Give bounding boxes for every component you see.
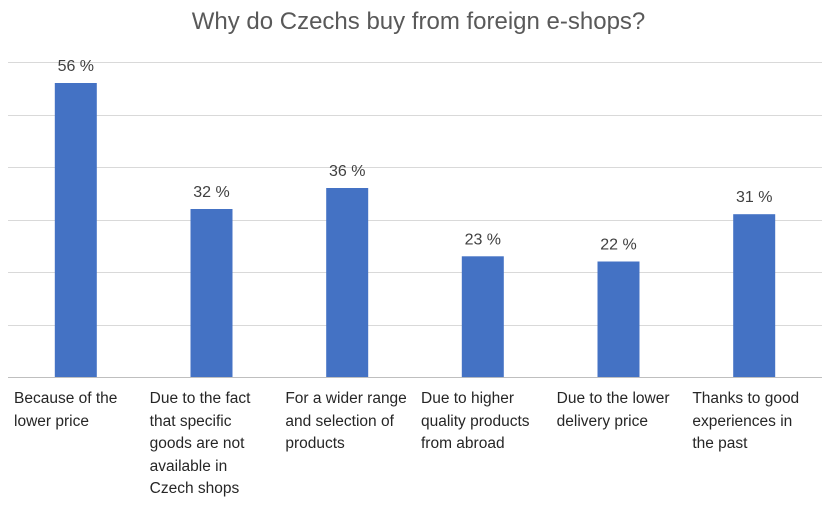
data-label-2: 36 % (329, 163, 365, 180)
data-label-5: 31 % (736, 189, 772, 206)
category-label-3: Due to higher quality products from abro… (421, 390, 530, 452)
bar-0 (54, 83, 97, 377)
category-label-2: For a wider range and selection of produ… (285, 390, 407, 452)
data-label-0: 56 % (58, 58, 94, 75)
bar-2 (326, 188, 369, 377)
bar-4 (597, 261, 640, 377)
data-label-3: 23 % (465, 231, 501, 248)
bar-3 (461, 256, 504, 378)
data-label-4: 22 % (600, 237, 636, 254)
bar-1 (190, 209, 233, 377)
category-label-1: Due to the fact that specific goods are … (149, 390, 251, 497)
category-label-5: Thanks to good experiences in the past (692, 390, 800, 452)
category-label-4: Due to the lower delivery price (556, 390, 670, 430)
chart-title: Why do Czechs buy from foreign e-shops? (191, 8, 646, 35)
data-label-1: 32 % (193, 184, 229, 201)
category-label-0: Because of the lower price (14, 390, 118, 430)
bar-5 (733, 214, 776, 377)
